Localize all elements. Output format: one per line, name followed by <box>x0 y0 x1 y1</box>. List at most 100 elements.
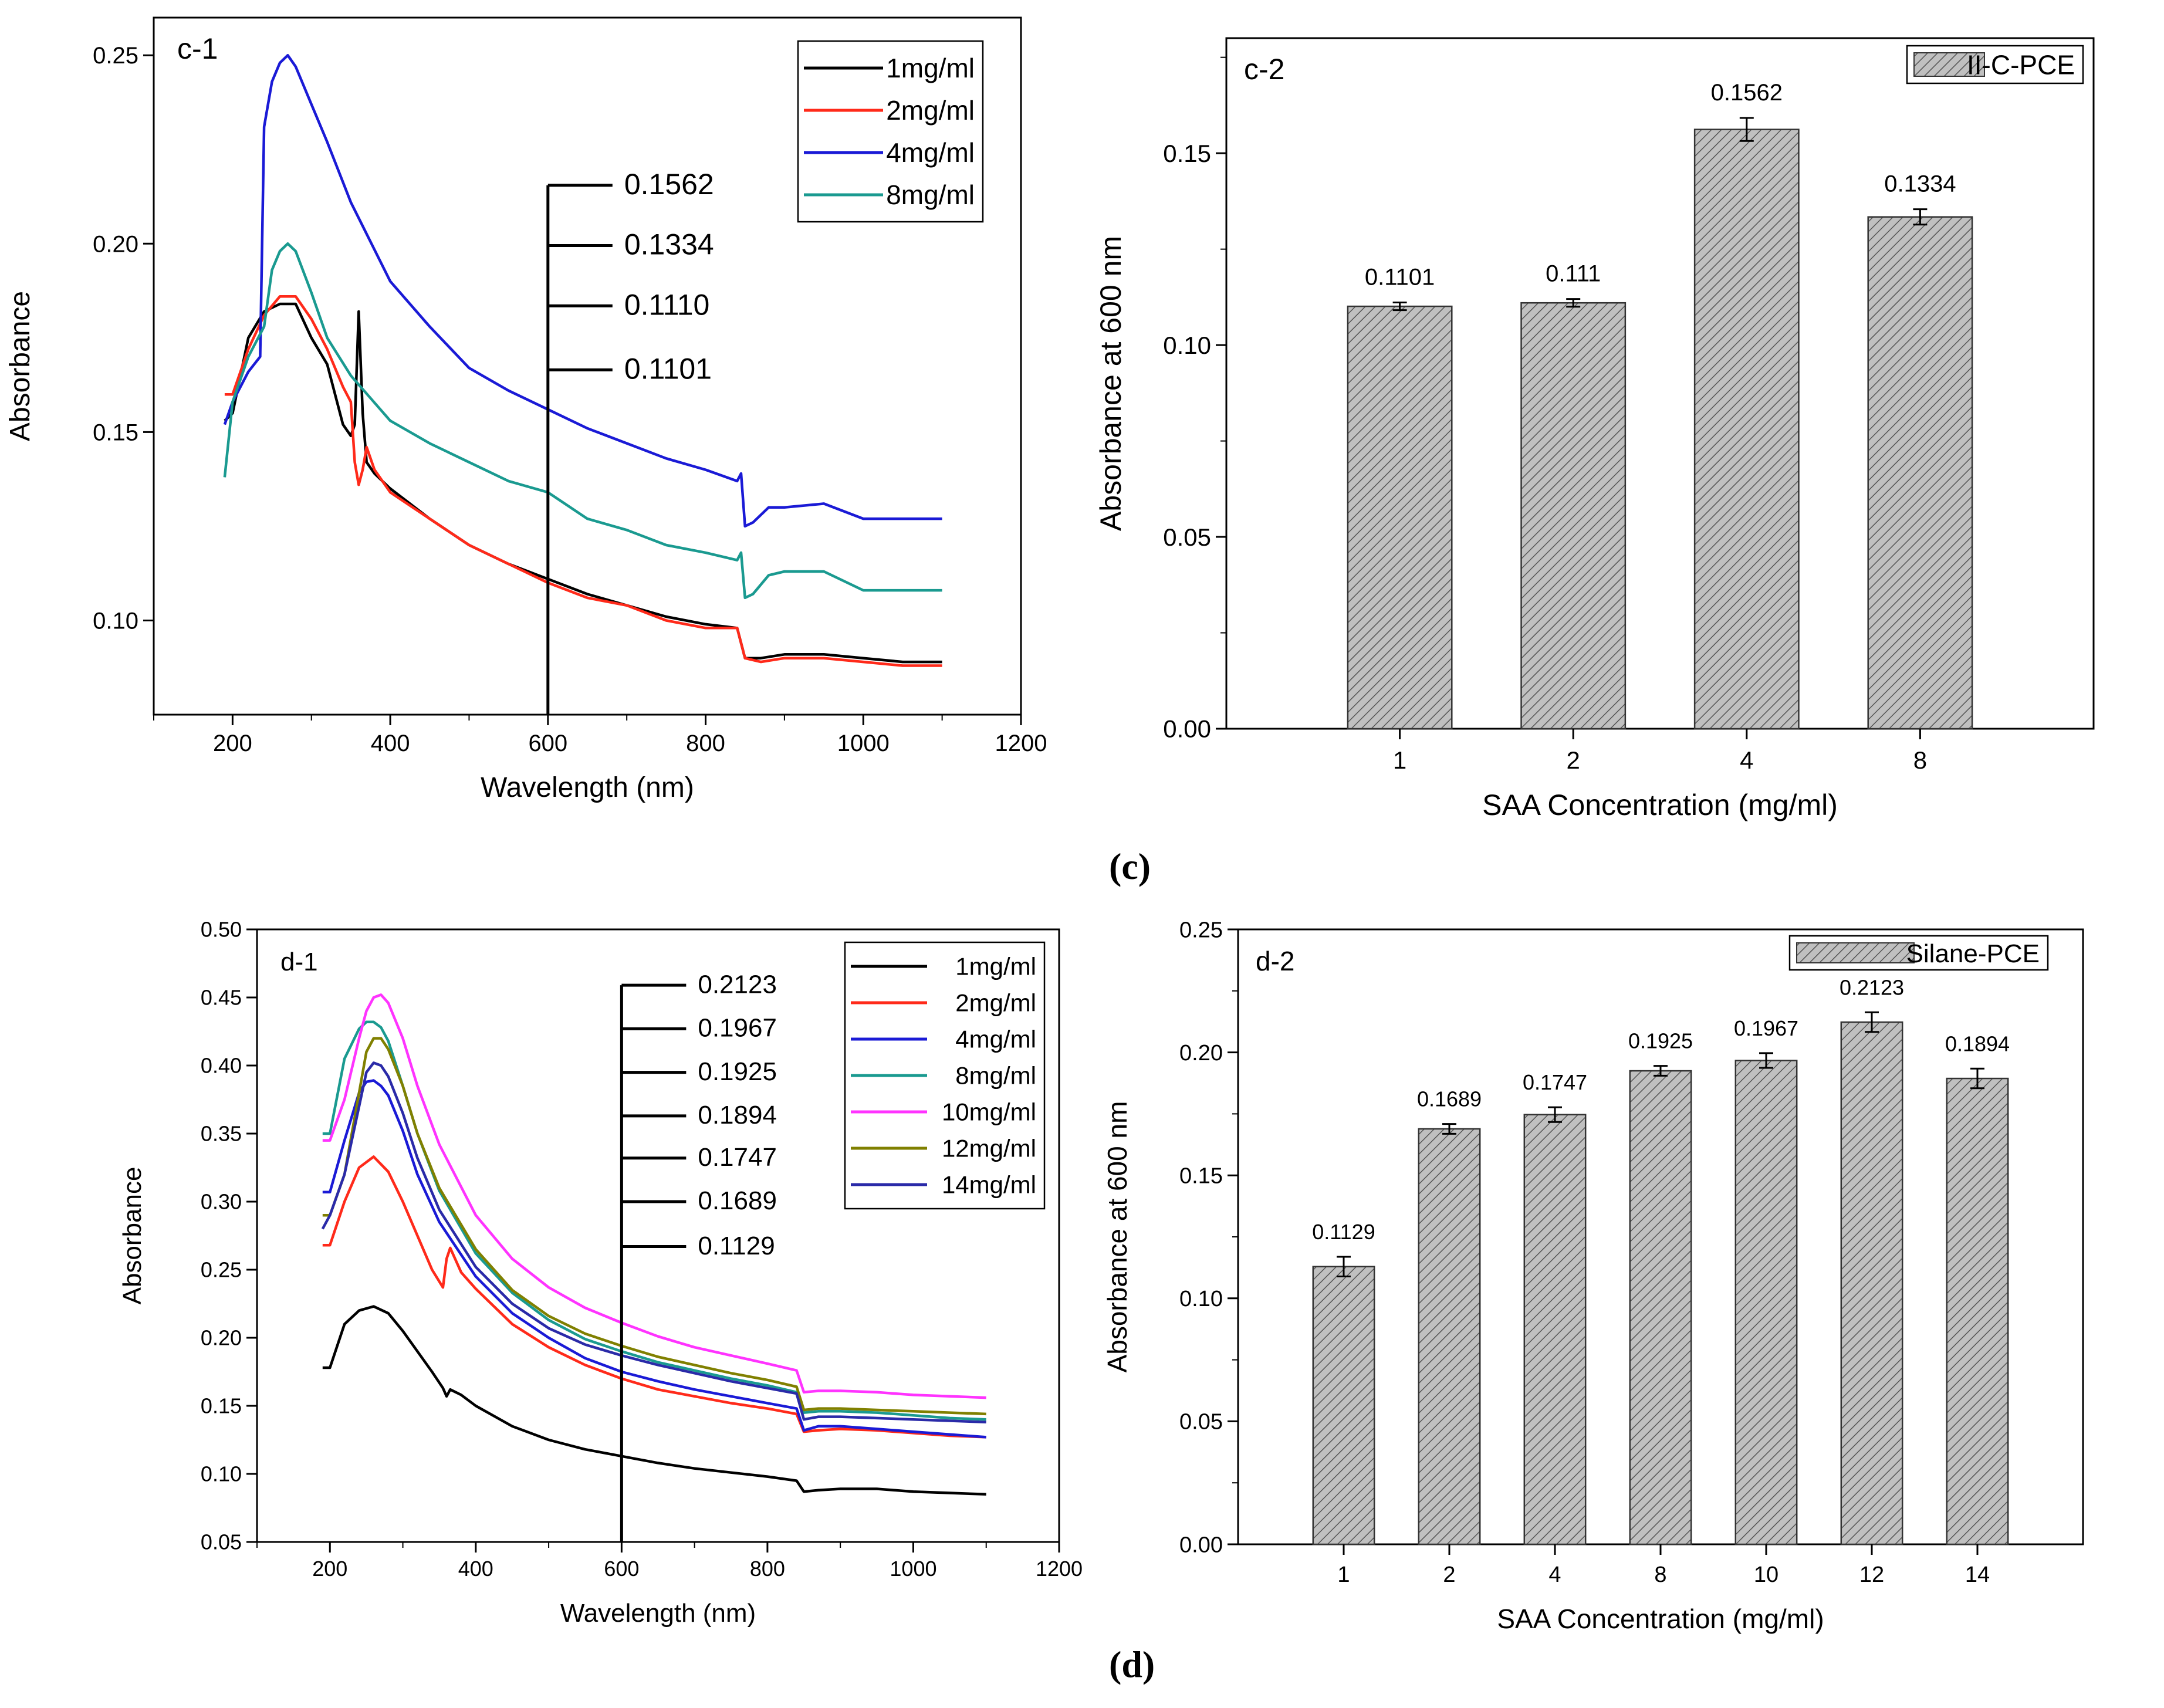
c2-x-tick-label: 8 <box>1913 746 1927 774</box>
c2-bar <box>1867 216 1973 730</box>
d2-bar <box>1629 1070 1692 1545</box>
c2-y-tick-label: 0.05 <box>1163 523 1211 551</box>
d2-x-axis-label: SAA Concentration (mg/ml) <box>1497 1604 1824 1634</box>
d1-y-tick-label: 0.10 <box>201 1462 242 1486</box>
c2-x-tick-label: 2 <box>1567 746 1580 774</box>
d2-x-tick-label: 4 <box>1548 1562 1561 1587</box>
c2-y-tick-label: 0.10 <box>1163 332 1211 359</box>
d2-x-tick-label: 14 <box>1965 1562 1990 1587</box>
c2-value-label: 0.111 <box>1546 261 1601 287</box>
d1-series-3 <box>322 1079 986 1439</box>
d1-series-6 <box>322 1037 986 1416</box>
d1-panel-label: d-1 <box>280 948 318 976</box>
c1-legend-label: 8mg/ml <box>886 180 975 210</box>
c2-legend-swatch <box>1913 52 1985 77</box>
c1-series-1 <box>224 302 942 664</box>
c1-x-tick-label: 1000 <box>837 730 890 756</box>
c2-legend-label: II-C-PCE <box>1967 50 2075 80</box>
c2-y-axis-label: Absorbance at 600 nm <box>1094 236 1127 531</box>
d1-y-tick-label: 0.50 <box>201 918 242 942</box>
d2-y-axis-label: Absorbance at 600 nm <box>1102 1101 1132 1373</box>
chart-d1-svg: 200 400 600 800 1000 1200 0.05 0.10 0.15 0.20 0.25… <box>118 918 1083 1628</box>
c2-x-tick-label: 4 <box>1740 746 1753 774</box>
c1-marker-label: 0.1562 <box>624 168 714 201</box>
c1-panel-label: c-1 <box>177 32 218 65</box>
d1-y-tick-label: 0.15 <box>201 1394 242 1418</box>
c1-marker-label: 0.1334 <box>624 228 714 261</box>
d1-y-axis-label: Absorbance <box>118 1167 147 1305</box>
chart-c2: 0.00 0.05 0.10 0.15 0.1101 1 0.111 2 0.1562 4 0.13… <box>1074 0 2164 839</box>
d1-series-2 <box>322 1155 986 1439</box>
figure-label-c: (c) <box>1109 845 1151 887</box>
d2-y-tick-label: 0.00 <box>1179 1533 1223 1557</box>
d1-x-axis-label: Wavelength (nm) <box>560 1599 756 1628</box>
d2-y-tick-label: 0.10 <box>1179 1287 1223 1311</box>
c2-legend-box <box>1906 45 2084 84</box>
d1-x-tick-label: 400 <box>458 1557 493 1581</box>
c1-x-axis-label: Wavelength (nm) <box>481 772 694 803</box>
d1-legend-label: 4mg/ml <box>955 1026 1036 1053</box>
c2-y-tick-label: 0.00 <box>1163 715 1211 743</box>
c1-marker-label: 0.1101 <box>624 352 712 385</box>
c2-bar <box>1520 302 1627 730</box>
c1-series-3 <box>223 53 942 528</box>
d1-x-tick-label: 200 <box>312 1557 347 1581</box>
d2-value-label: 0.1967 <box>1734 1016 1798 1040</box>
figure-label-d: (d) <box>1109 1643 1155 1685</box>
d2-bar <box>1418 1128 1481 1545</box>
c1-x-tick-label: 600 <box>528 730 567 756</box>
c1-series-2 <box>224 295 942 667</box>
d1-marker-label: 0.1129 <box>698 1232 775 1260</box>
c1-plot-frame <box>153 16 1022 716</box>
d1-y-tick-label: 0.40 <box>201 1054 242 1078</box>
d1-x-tick-label: 600 <box>604 1557 639 1581</box>
d1-x-tick-label: 1000 <box>890 1557 936 1581</box>
d1-series-4 <box>322 1020 986 1421</box>
d2-x-tick-label: 10 <box>1754 1562 1778 1587</box>
d1-plot-frame <box>256 928 1060 1543</box>
c2-bar <box>1693 128 1800 730</box>
c1-y-axis-label: Absorbance <box>5 291 36 441</box>
c2-x-tick-label: 1 <box>1393 746 1406 774</box>
d1-legend-label: 2mg/ml <box>955 989 1036 1017</box>
c2-bar <box>1347 305 1453 730</box>
d2-y-tick-label: 0.05 <box>1179 1410 1223 1435</box>
chart-d2: 0.00 0.05 0.10 0.15 0.20 0.25 0.1129 1 0.1689 2 0.… <box>1091 904 2148 1637</box>
d1-legend-label: 10mg/ml <box>942 1098 1036 1126</box>
c2-plot-frame <box>1225 37 2095 730</box>
d2-value-label: 0.1747 <box>1523 1070 1587 1094</box>
d2-legend-label: Silane-PCE <box>1906 939 2040 968</box>
d1-y-tick-label: 0.35 <box>201 1122 242 1146</box>
d1-y-tick-label: 0.05 <box>201 1530 242 1554</box>
d2-x-tick-label: 8 <box>1654 1562 1666 1587</box>
c2-value-label: 0.1562 <box>1711 80 1783 106</box>
d1-x-tick-label: 800 <box>750 1557 785 1581</box>
d2-bar <box>1840 1021 1903 1545</box>
c1-legend-box <box>797 40 984 223</box>
d2-y-tick-label: 0.20 <box>1179 1041 1223 1066</box>
d2-value-label: 0.1925 <box>1628 1029 1693 1053</box>
d2-value-label: 0.2123 <box>1840 975 1904 999</box>
d2-y-tick-label: 0.15 <box>1179 1164 1223 1189</box>
d2-bar <box>1734 1060 1798 1545</box>
d1-legend-label: 1mg/ml <box>955 953 1036 980</box>
d2-y-tick-label: 0.25 <box>1179 918 1223 942</box>
c2-y-tick-label: 0.15 <box>1163 140 1211 167</box>
d2-bar <box>1946 1077 2009 1545</box>
c1-marker-label: 0.1110 <box>624 288 710 321</box>
c1-x-tick-label: 200 <box>213 730 252 756</box>
d2-bar <box>1312 1266 1375 1545</box>
d2-bar <box>1523 1114 1587 1545</box>
d1-legend-label: 14mg/ml <box>942 1171 1036 1199</box>
c1-legend-label: 2mg/ml <box>886 95 975 126</box>
chart-c2-svg: 0.00 0.05 0.10 0.15 0.1101 1 0.111 2 0.1562 4 0.13… <box>1094 37 2095 821</box>
d2-x-tick-label: 2 <box>1443 1562 1455 1587</box>
d1-x-tick-label: 1200 <box>1036 1557 1083 1581</box>
d1-series-1 <box>322 1305 986 1496</box>
d1-marker-label: 0.1967 <box>698 1014 777 1043</box>
d1-marker-label: 0.1747 <box>698 1143 777 1172</box>
c1-legend-label: 1mg/ml <box>886 53 975 83</box>
c1-y-tick-label: 0.20 <box>93 231 138 257</box>
d1-marker-label: 0.1894 <box>698 1101 777 1129</box>
c2-panel-label: c-2 <box>1244 53 1284 86</box>
